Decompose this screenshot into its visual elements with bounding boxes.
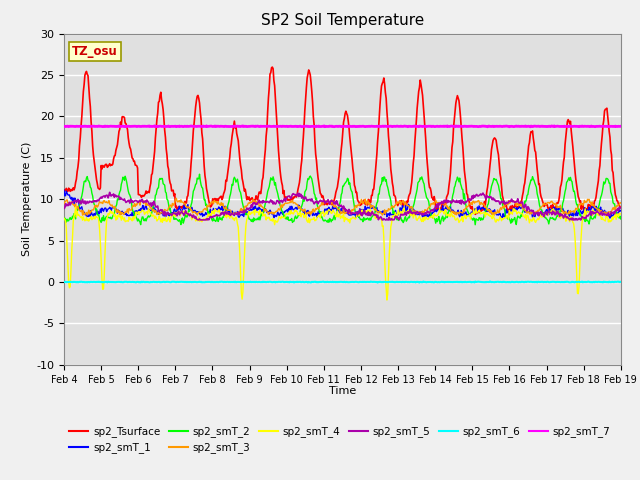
sp2_smT_4 (128, 218, 136, 224)
sp2_Tsurface (411, 139, 419, 145)
sp2_smT_3 (127, 207, 135, 213)
sp2_smT_2 (196, 171, 204, 177)
sp2_smT_3 (411, 208, 419, 214)
sp2_smT_3 (490, 213, 498, 219)
sp2_smT_6 (410, 279, 418, 285)
sp2_smT_6 (127, 279, 135, 285)
sp2_smT_5 (428, 207, 436, 213)
sp2_smT_1 (60, 187, 68, 193)
sp2_smT_2 (60, 216, 68, 222)
sp2_smT_1 (426, 211, 434, 216)
Line: sp2_Tsurface: sp2_Tsurface (64, 67, 621, 215)
sp2_smT_2 (617, 216, 625, 222)
sp2_smT_4 (617, 211, 625, 217)
sp2_smT_4 (60, 216, 68, 221)
sp2_smT_5 (185, 212, 193, 217)
sp2_smT_6 (415, 280, 423, 286)
Line: sp2_smT_7: sp2_smT_7 (64, 126, 621, 127)
sp2_smT_6 (70, 279, 78, 285)
sp2_smT_6 (584, 278, 592, 284)
sp2_smT_1 (410, 207, 418, 213)
sp2_smT_4 (383, 297, 391, 303)
sp2_smT_5 (195, 217, 203, 223)
sp2_smT_1 (127, 213, 135, 218)
sp2_smT_6 (617, 279, 625, 285)
sp2_smT_4 (72, 204, 79, 210)
sp2_smT_5 (60, 205, 68, 211)
sp2_Tsurface (214, 196, 221, 202)
sp2_smT_2 (214, 218, 222, 224)
sp2_smT_6 (214, 279, 221, 285)
sp2_smT_5 (215, 213, 223, 218)
Line: sp2_smT_3: sp2_smT_3 (64, 198, 621, 216)
sp2_Tsurface (60, 187, 68, 193)
sp2_smT_7 (526, 124, 534, 130)
Legend: sp2_Tsurface, sp2_smT_1, sp2_smT_2, sp2_smT_3, sp2_smT_4, sp2_smT_5, sp2_smT_6, : sp2_Tsurface, sp2_smT_1, sp2_smT_2, sp2_… (69, 426, 611, 453)
Title: SP2 Soil Temperature: SP2 Soil Temperature (260, 13, 424, 28)
sp2_smT_4 (412, 212, 419, 217)
sp2_smT_7 (60, 123, 68, 129)
Line: sp2_smT_1: sp2_smT_1 (64, 190, 621, 218)
sp2_smT_2 (411, 197, 419, 203)
Text: TZ_osu: TZ_osu (72, 45, 118, 58)
sp2_smT_1 (606, 215, 614, 221)
sp2_smT_7 (617, 123, 625, 129)
sp2_smT_1 (184, 202, 192, 207)
sp2_Tsurface (70, 187, 78, 192)
sp2_smT_6 (60, 279, 68, 285)
sp2_Tsurface (506, 212, 513, 217)
Line: sp2_smT_2: sp2_smT_2 (64, 174, 621, 225)
sp2_smT_7 (184, 123, 192, 129)
sp2_smT_7 (428, 123, 435, 129)
sp2_smT_4 (185, 211, 193, 217)
sp2_smT_5 (106, 190, 113, 195)
sp2_smT_4 (214, 209, 222, 215)
sp2_smT_3 (214, 199, 222, 204)
sp2_smT_3 (185, 204, 193, 210)
sp2_Tsurface (184, 193, 192, 199)
sp2_Tsurface (617, 204, 625, 210)
sp2_smT_5 (617, 205, 625, 211)
sp2_smT_1 (617, 207, 625, 213)
sp2_smT_4 (428, 214, 436, 219)
sp2_smT_7 (411, 123, 419, 129)
sp2_Tsurface (428, 189, 435, 194)
sp2_smT_5 (128, 198, 136, 204)
sp2_Tsurface (127, 151, 135, 156)
sp2_smT_6 (184, 279, 192, 285)
sp2_smT_3 (172, 195, 180, 201)
Line: sp2_smT_6: sp2_smT_6 (64, 281, 621, 283)
sp2_Tsurface (268, 64, 276, 70)
sp2_smT_7 (203, 123, 211, 129)
sp2_smT_7 (214, 123, 222, 129)
sp2_smT_7 (70, 123, 78, 129)
sp2_smT_1 (214, 207, 221, 213)
sp2_smT_3 (60, 201, 68, 207)
sp2_smT_5 (412, 212, 419, 217)
sp2_smT_2 (70, 211, 78, 216)
Line: sp2_smT_4: sp2_smT_4 (64, 207, 621, 300)
sp2_smT_2 (184, 212, 192, 217)
Line: sp2_smT_5: sp2_smT_5 (64, 192, 621, 220)
sp2_smT_2 (127, 198, 135, 204)
sp2_smT_2 (472, 222, 479, 228)
sp2_smT_7 (127, 123, 135, 129)
sp2_smT_3 (70, 202, 78, 208)
sp2_smT_1 (70, 201, 78, 207)
sp2_smT_3 (428, 201, 435, 206)
sp2_smT_4 (70, 213, 78, 219)
sp2_smT_6 (428, 279, 435, 285)
sp2_smT_2 (428, 213, 435, 219)
X-axis label: Time: Time (329, 386, 356, 396)
sp2_smT_5 (70, 198, 78, 204)
Y-axis label: Soil Temperature (C): Soil Temperature (C) (22, 142, 32, 256)
sp2_smT_3 (617, 200, 625, 206)
